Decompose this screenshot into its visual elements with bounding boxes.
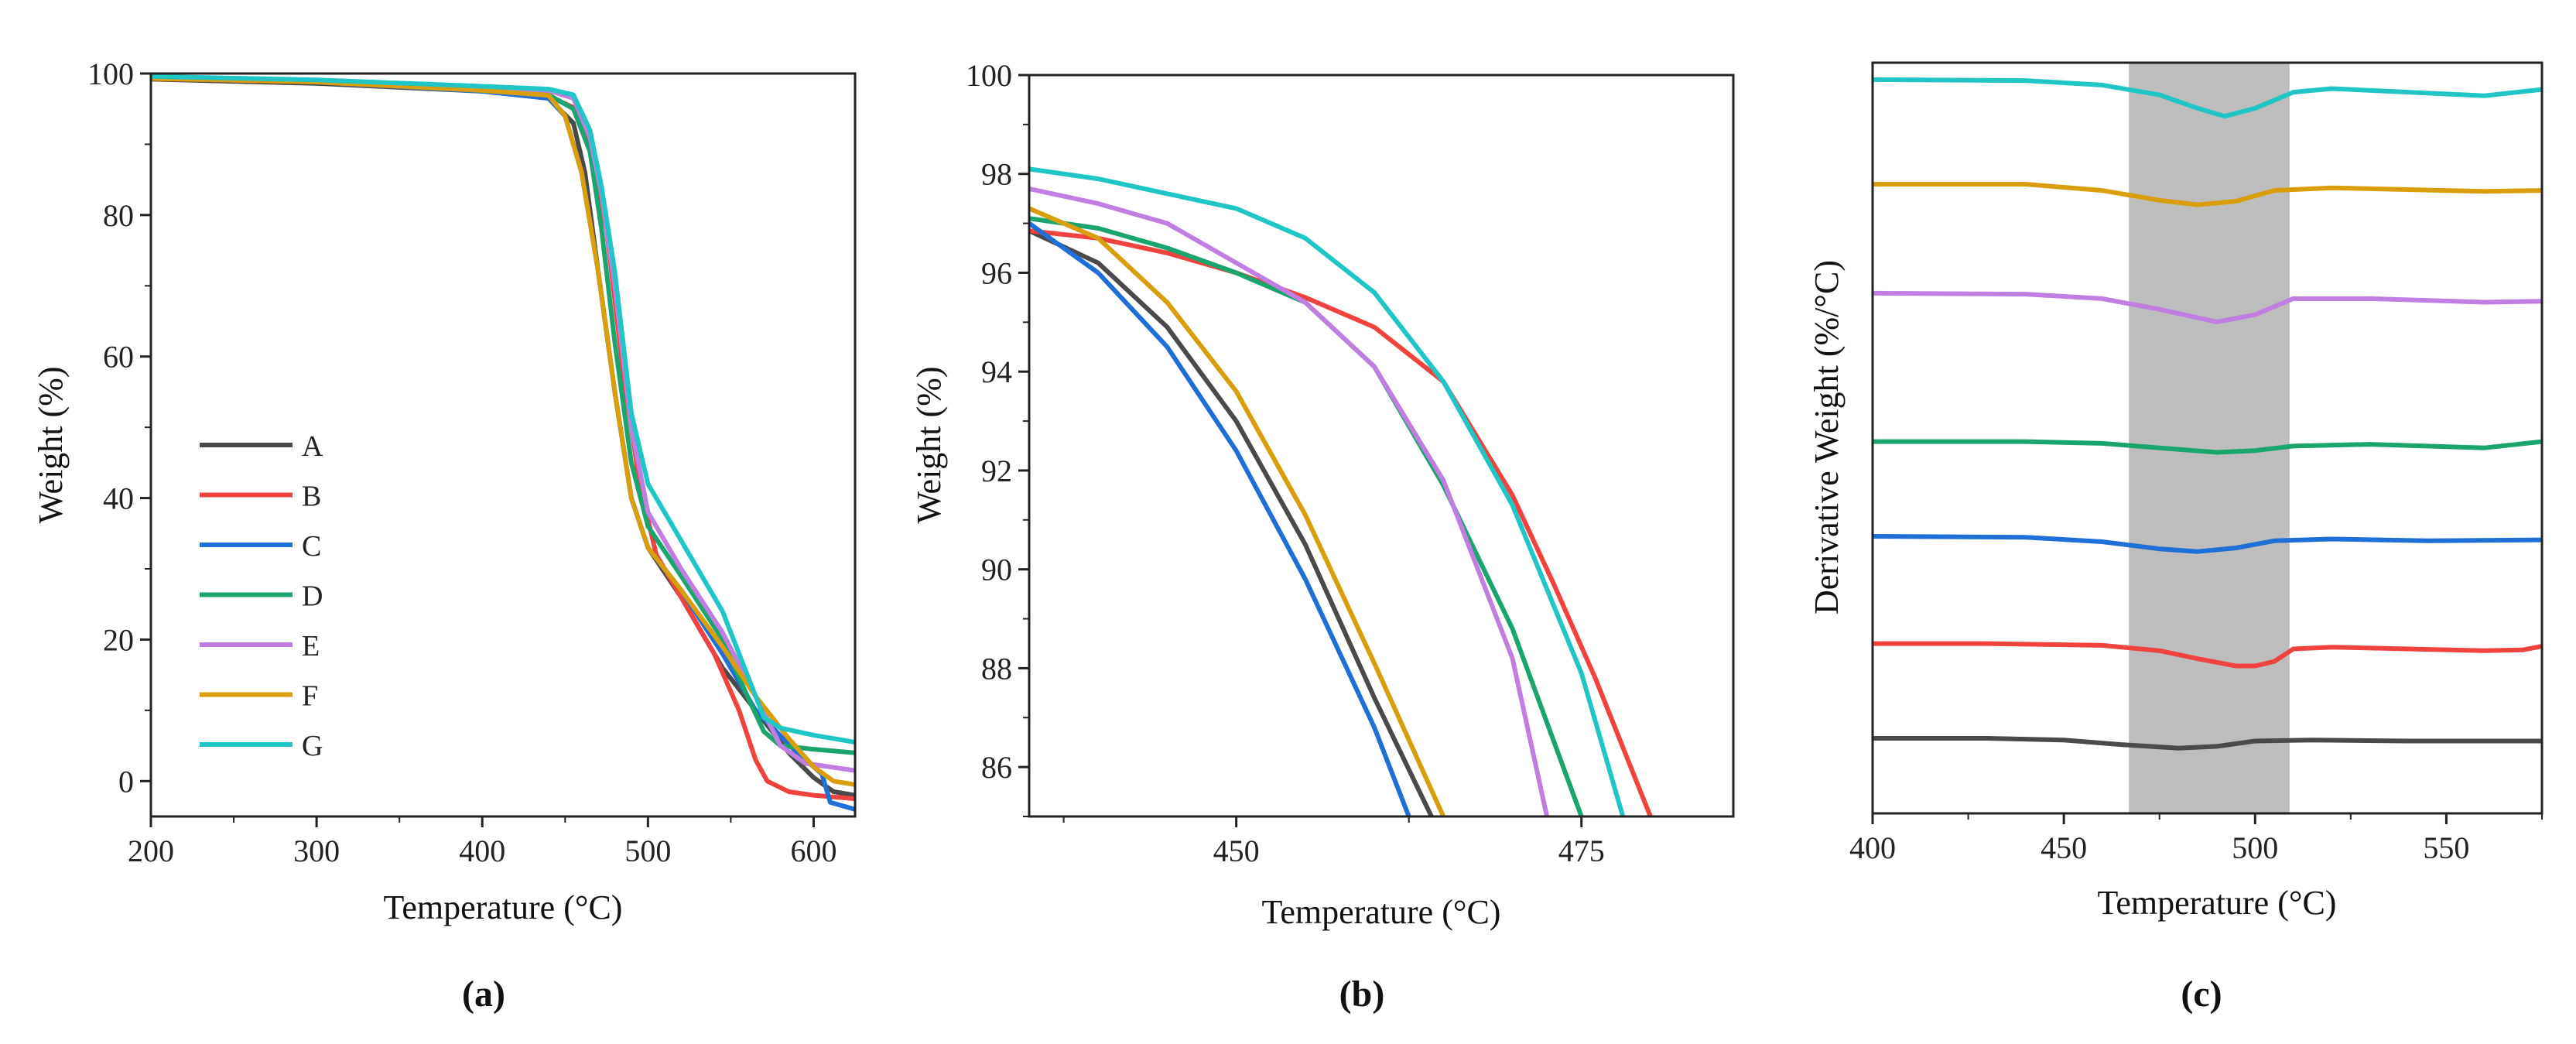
panel-c-series-C: [1873, 534, 2542, 554]
panel-c-series-E: [1873, 290, 2542, 324]
legend-label-F: F: [302, 680, 318, 713]
panel-a-ylabel: Weight (%): [32, 367, 70, 524]
panel-c-highlight-band: [2129, 63, 2290, 813]
panel-b-xlabel: Temperature (°C): [1262, 893, 1501, 931]
legend-label-B: B: [302, 481, 321, 513]
panel-c-xtick-label: 450: [2041, 830, 2087, 865]
panel-b-ytick-label: 92: [981, 454, 1012, 488]
panel-c-series-D: [1873, 439, 2542, 455]
panel-a-xtick-label: 300: [293, 833, 340, 868]
panel-c-xtick-label: 400: [1849, 830, 1896, 865]
panel-b-series-A: [1029, 228, 1435, 816]
panel-a-ytick-label: 20: [103, 622, 134, 657]
panel-a-series-F: [151, 76, 855, 787]
panel-a-xlabel: Temperature (°C): [384, 888, 623, 926]
panel-c: 400 450 500 550 Temperature (°C) Derivative…: [1808, 61, 2544, 1015]
panel-a-label: (a): [462, 974, 505, 1015]
panel-b-ytick-label: 86: [981, 750, 1012, 785]
panel-b: 450 475 86 88 90 92 94 96 98 100 Temperature (°C)…: [910, 58, 1735, 1015]
panel-a-series-G: [151, 74, 855, 744]
panel-b-series-E: [1029, 186, 1550, 816]
panel-b-series-B: [1029, 228, 1653, 816]
panel-a-ytick-label: 100: [87, 56, 134, 91]
panel-c-xtick-label: 500: [2232, 830, 2278, 865]
panel-a-frame: [149, 72, 857, 818]
panel-c-ylabel: Derivative Weight (%/°C): [1808, 260, 1846, 614]
legend-label-G: G: [302, 730, 323, 762]
panel-c-series-A: [1873, 736, 2542, 751]
panel-b-ytick-label: 100: [966, 58, 1012, 93]
panel-a-ytick-label: 80: [103, 198, 134, 233]
panel-c-xtick-label: 550: [2423, 830, 2469, 865]
panel-a: 200 300 400 500 600 0 20 40 60 80 100 Temperature …: [32, 56, 857, 1015]
legend-label-C: C: [302, 530, 321, 563]
panel-c-series-B: [1873, 641, 2542, 669]
panel-b-ytick-label: 88: [981, 651, 1012, 686]
panel-b-xtick-label: 450: [1213, 833, 1260, 868]
panel-b-frame: [1028, 74, 1735, 818]
panel-a-xtick-label: 400: [459, 833, 505, 868]
panel-b-series-C: [1029, 221, 1411, 816]
panel-b-label: (b): [1339, 974, 1385, 1015]
panel-c-xlabel: Temperature (°C): [2098, 884, 2337, 922]
legend-label-E: E: [302, 630, 320, 662]
panel-b-ytick-label: 98: [981, 157, 1012, 192]
panel-b-series-G: [1029, 166, 1626, 816]
panel-b-xtick-label: 475: [1558, 833, 1605, 868]
panel-a-xtick-label: 600: [790, 833, 836, 868]
panel-a-ytick-label: 60: [103, 340, 134, 375]
panel-c-frame: [1871, 61, 2544, 815]
panel-c-series-G: [1873, 77, 2542, 119]
panel-b-ytick-label: 90: [981, 553, 1012, 587]
panel-a-ytick-label: 0: [118, 764, 134, 799]
legend-label-A: A: [302, 430, 323, 463]
panel-b-ytick-label: 96: [981, 255, 1012, 290]
panel-c-series-F: [1873, 182, 2542, 207]
panel-a-xtick-label: 200: [128, 833, 174, 868]
panel-b-ytick-label: 94: [981, 354, 1012, 389]
legend-label-D: D: [302, 580, 323, 613]
panel-b-ylabel: Weight (%): [910, 367, 948, 524]
panel-c-label: (c): [2181, 974, 2222, 1015]
panel-a-ytick-label: 40: [103, 481, 134, 516]
panel-a-xtick-label: 500: [624, 833, 671, 868]
panel-b-series-F: [1029, 206, 1446, 816]
